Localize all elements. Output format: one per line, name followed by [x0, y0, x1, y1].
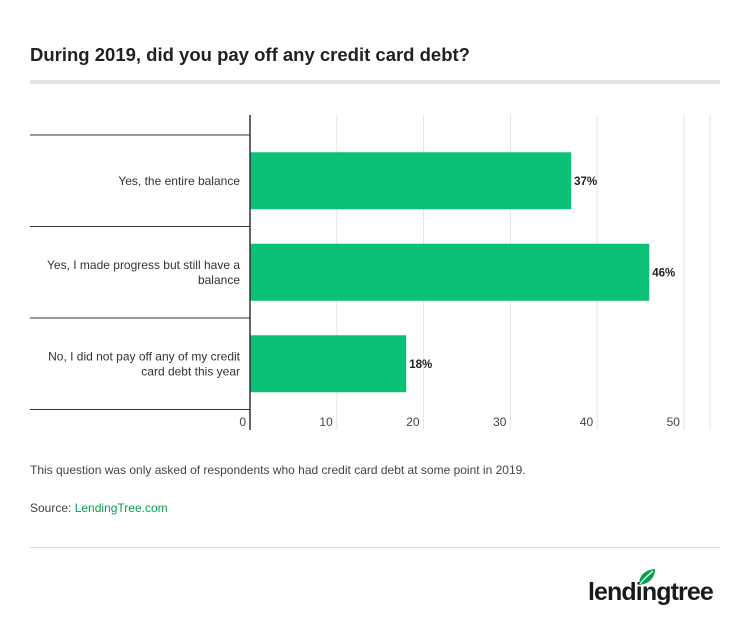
- source-label: Source:: [30, 501, 75, 515]
- x-tick-label: 20: [406, 415, 420, 429]
- source-line: Source: LendingTree.com: [30, 501, 168, 515]
- category-label: No, I did not pay off any of my credit: [48, 349, 241, 363]
- x-tick-label: 50: [667, 415, 681, 429]
- x-tick-label: 10: [319, 415, 333, 429]
- category-label: card debt this year: [141, 364, 240, 378]
- bar-chart: 37% Yes, the entire balance 46% Yes, I made…: [30, 115, 711, 430]
- lendingtree-logo: lendingtree: [588, 568, 718, 610]
- footnote: This question was only asked of responde…: [30, 463, 526, 477]
- category-label: Yes, the entire balance: [118, 174, 240, 188]
- category-label: Yes, I made progress but still have a: [47, 258, 240, 272]
- bar: [250, 335, 407, 393]
- footer-divider: [30, 547, 720, 548]
- x-tick-label: 0: [239, 415, 246, 429]
- logo-wordmark: lendingtree: [588, 578, 714, 606]
- leaf-icon: [639, 569, 655, 585]
- bar: [250, 243, 650, 301]
- x-tick-label: 40: [580, 415, 594, 429]
- title-divider: [30, 80, 720, 84]
- x-tick-label: 30: [493, 415, 507, 429]
- chart-title: During 2019, did you pay off any credit …: [30, 44, 470, 65]
- data-label: 46%: [652, 267, 675, 279]
- bar: [250, 152, 572, 210]
- source-link[interactable]: LendingTree.com: [74, 501, 168, 515]
- data-label: 18%: [409, 359, 432, 371]
- category-label: balance: [198, 273, 240, 287]
- data-label: 37%: [574, 176, 597, 188]
